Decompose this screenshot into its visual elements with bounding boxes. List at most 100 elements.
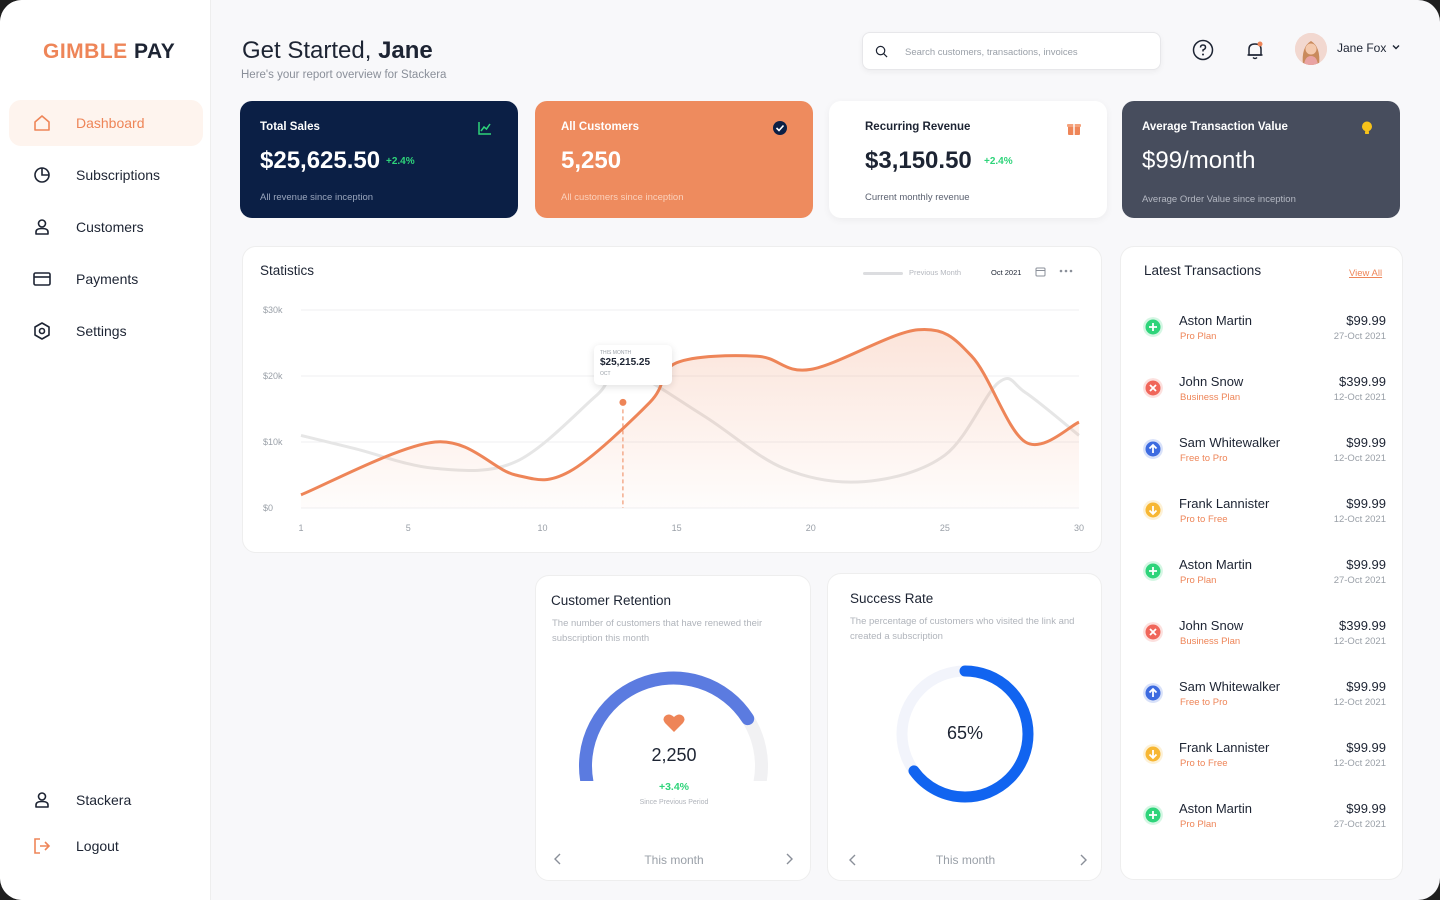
brand-name-accent: GIMBLE [43,40,128,63]
sidebar-item-label: Subscriptions [76,167,161,183]
transaction-plan: Pro Plan [1180,331,1217,342]
transaction-row[interactable]: Aston Martin Pro Plan $99.99 27-Oct 2021 [1121,791,1404,841]
statistics-title: Statistics [260,263,315,278]
sidebar-item-customers[interactable]: Customers [9,204,203,250]
gauge-fill [579,671,755,781]
transaction-row[interactable]: Sam Whitewalker Free to Pro $99.99 12-Oct 2… [1121,425,1404,475]
view-all-link[interactable]: View All [1349,268,1383,279]
transaction-date: 12-Oct 2021 [1333,697,1386,708]
user-name[interactable]: Jane Fox [1337,41,1387,55]
logout-button[interactable]: Logout [9,823,203,869]
transaction-date: 12-Oct 2021 [1333,758,1386,769]
transaction-amount: $99.99 [1346,740,1386,755]
transaction-amount: $399.99 [1339,374,1386,389]
sidebar-item-stackera[interactable]: Stackera [9,777,203,823]
transaction-row[interactable]: Aston Martin Pro Plan $99.99 27-Oct 2021 [1121,303,1404,353]
search-input[interactable] [905,42,1145,62]
next-period-button[interactable] [1078,853,1088,867]
card-value: $99/month [1142,147,1256,174]
calendar-icon[interactable] [1035,266,1046,277]
recurring-revenue-card[interactable]: Recurring Revenue $3,150.50 +2.4% Curren… [829,101,1107,218]
all-customers-card[interactable]: All Customers 5,250 All customers since … [535,101,813,218]
plus-circle-icon [1143,805,1163,825]
card-footer: All revenue since inception [260,192,374,203]
success-rate-period-label: This month [935,853,996,867]
transaction-row[interactable]: Frank Lannister Pro to Free $99.99 12-Oct 2… [1121,730,1404,780]
average-transaction-card[interactable]: Average Transaction Value $99/month Aver… [1122,101,1400,218]
transactions-title: Latest Transactions [1144,263,1262,278]
gift-icon [1067,124,1081,135]
transaction-row[interactable]: Aston Martin Pro Plan $99.99 27-Oct 2021 [1121,547,1404,597]
transaction-date: 27-Oct 2021 [1333,819,1386,830]
user-icon [35,219,49,235]
search-bar[interactable] [862,32,1161,70]
sidebar-item-label: Payments [76,271,139,287]
previous-period-button[interactable] [848,853,858,867]
arrow-up-circle-icon [1143,683,1163,703]
total-sales-card[interactable]: Total Sales $25,625.50 +2.4% All revenue… [240,101,518,218]
sidebar-item-dashboard[interactable]: Dashboard [9,100,203,146]
previous-period-button[interactable] [553,852,563,866]
home-icon [34,115,50,131]
transaction-row[interactable]: Frank Lannister Pro to Free $99.99 12-Oct 2… [1121,486,1404,536]
retention-delta-caption: Since Previous Period [639,799,709,806]
plus-circle-icon [1143,561,1163,581]
previous-month-legend-label: Previous Month [909,268,962,277]
latest-transactions-panel: Latest Transactions View All Aston Marti… [1120,246,1403,880]
transaction-amount: $99.99 [1346,435,1386,450]
transaction-date: 27-Oct 2021 [1333,331,1386,342]
transaction-customer: Frank Lannister [1179,740,1270,755]
transaction-plan: Pro to Free [1180,514,1228,525]
bulb-icon [1362,121,1372,134]
chevron-down-icon[interactable] [1391,42,1401,52]
statistics-panel: Statistics Previous Month Oct 2021 $30k $… [242,246,1102,553]
card-footer: All customers since inception [561,192,684,203]
transaction-date: 12-Oct 2021 [1333,453,1386,464]
card-title: Total Sales [260,121,320,133]
trend-chart-icon [478,122,491,135]
card-value: $3,150.50 [865,147,972,174]
help-icon[interactable] [1191,38,1215,62]
transaction-amount: $99.99 [1346,801,1386,816]
sidebar-item-subscriptions[interactable]: Subscriptions [9,152,203,198]
sidebar-item-label: Logout [76,838,119,854]
sidebar-item-payments[interactable]: Payments [9,256,203,302]
page-title-name: Jane [378,37,433,64]
more-options-icon[interactable] [1059,269,1073,273]
success-rate-title: Success Rate [850,591,934,606]
page-title: Get Started, Jane [242,37,433,65]
arrow-up-circle-icon [1143,439,1163,459]
transaction-amount: $99.99 [1346,679,1386,694]
card-title: Average Transaction Value [1142,121,1288,133]
sidebar-item-label: Dashboard [76,115,145,131]
success-rate-ring [896,665,1034,803]
x-tick-label: 5 [406,523,411,533]
x-tick-label: 30 [1074,523,1084,533]
transaction-row[interactable]: John Snow Business Plan $399.99 12-Oct 2021 [1121,608,1404,658]
x-tick-label: 25 [940,523,950,533]
transaction-date: 12-Oct 2021 [1333,392,1386,403]
user-photo-icon [1295,33,1327,65]
tooltip-value: $25,215.25 [600,357,651,368]
brand-logo[interactable]: GIMBLE PAY [43,40,175,64]
plus-circle-icon [1143,317,1163,337]
user-icon [35,792,49,808]
transaction-date: 12-Oct 2021 [1333,514,1386,525]
transaction-customer: John Snow [1179,374,1244,389]
this-month-line [300,328,1080,497]
highlight-point[interactable] [619,398,627,406]
notification-bell-icon[interactable] [1243,38,1267,62]
x-tick-label: 15 [672,523,682,533]
y-tick-label: $30k [263,305,283,315]
credit-card-icon [33,272,51,286]
x-tick-label: 10 [537,523,547,533]
transaction-row[interactable]: Sam Whitewalker Free to Pro $99.99 12-Oct 2… [1121,669,1404,719]
date-filter[interactable]: Oct 2021 [991,268,1022,277]
transaction-row[interactable]: John Snow Business Plan $399.99 12-Oct 2021 [1121,364,1404,414]
next-period-button[interactable] [784,852,794,866]
retention-period-label: This month [644,853,704,867]
sidebar-item-settings[interactable]: Settings [9,308,203,354]
card-delta: +2.4% [386,156,415,167]
avatar[interactable] [1295,33,1327,65]
transaction-customer: Aston Martin [1179,801,1252,816]
